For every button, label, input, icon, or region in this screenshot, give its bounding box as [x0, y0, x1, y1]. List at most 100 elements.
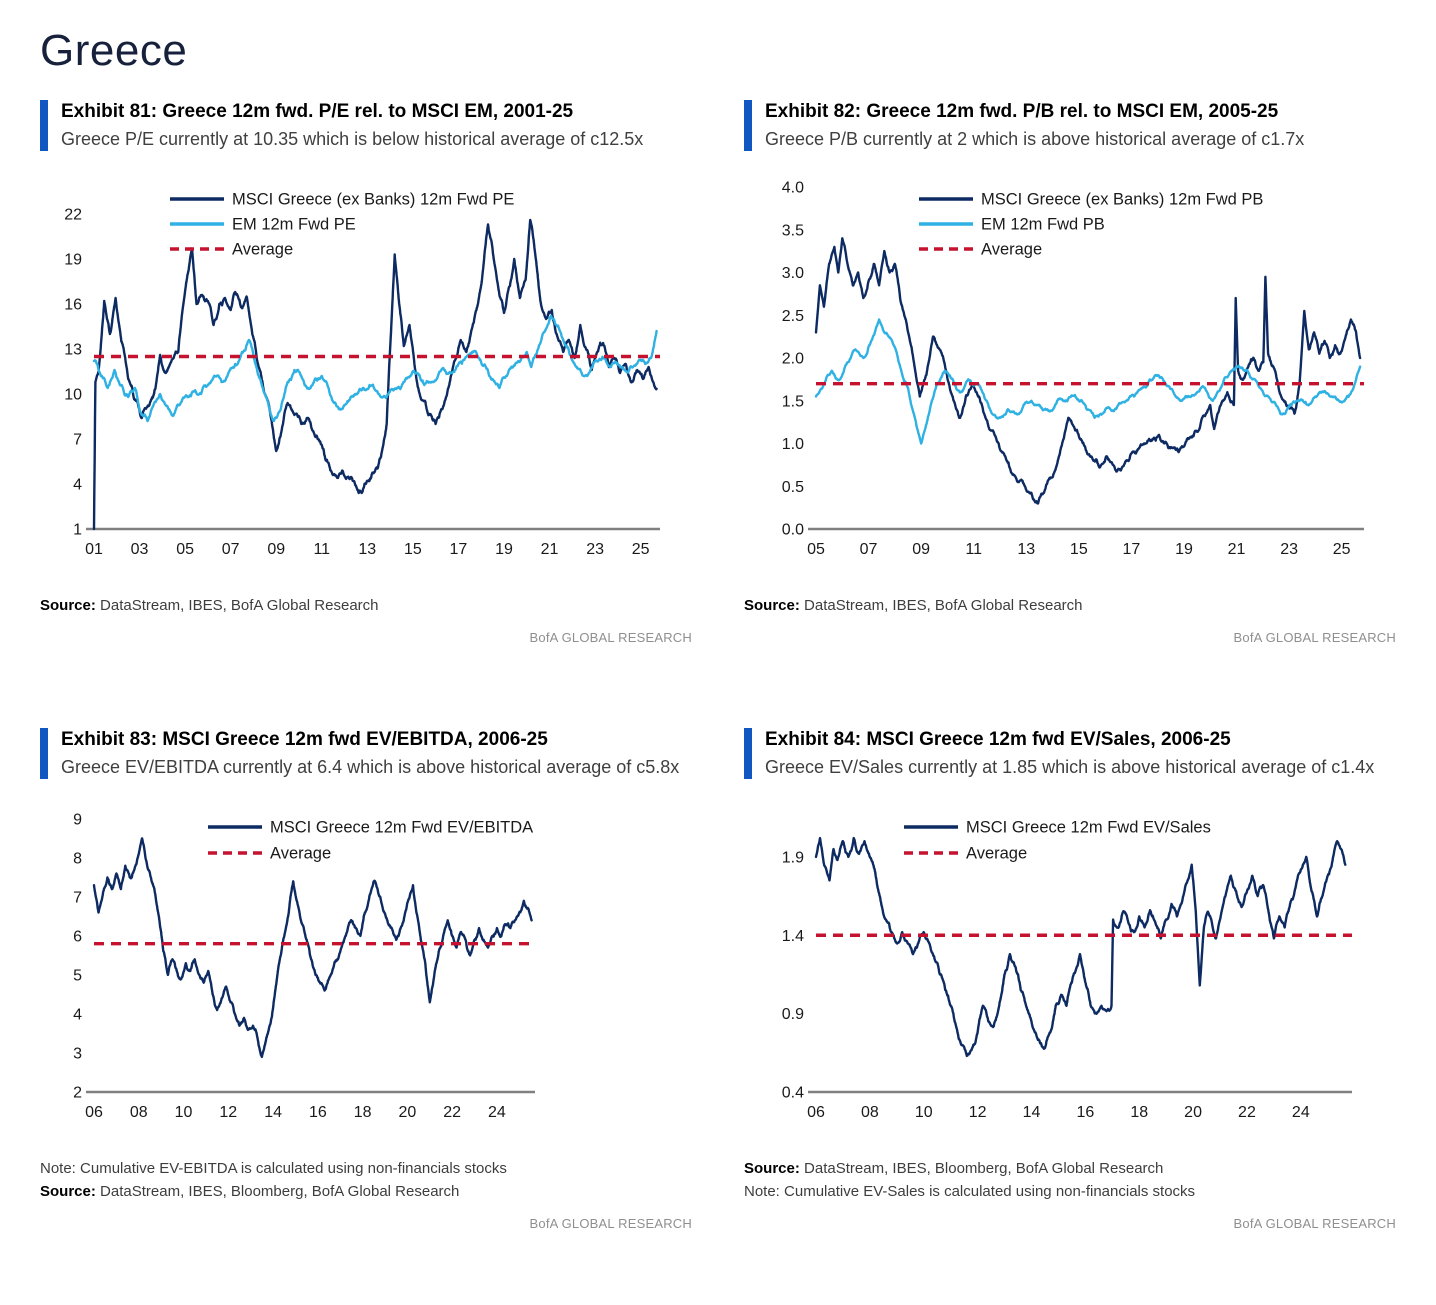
exhibit-84-card: Exhibit 84: MSCI Greece 12m fwd EV/Sales…	[744, 728, 1396, 1244]
svg-text:05: 05	[807, 541, 825, 558]
svg-text:21: 21	[1228, 541, 1246, 558]
exhibit-title: Exhibit 84: MSCI Greece 12m fwd EV/Sales…	[765, 729, 1231, 751]
exhibit-83-card: Exhibit 83: MSCI Greece 12m fwd EV/EBITD…	[40, 728, 692, 1244]
source-text: DataStream, IBES, Bloomberg, BofA Global…	[100, 1183, 460, 1201]
report-page: Greece Exhibit 81: Greece 12m fwd. P/E r…	[40, 26, 1398, 1244]
svg-text:12: 12	[969, 1104, 987, 1121]
exhibit-81-card: Exhibit 81: Greece 12m fwd. P/E rel. to …	[40, 100, 692, 658]
exhibit-82-header: Exhibit 82: Greece 12m fwd. P/B rel. to …	[744, 100, 1396, 152]
svg-text:Average: Average	[981, 241, 1042, 259]
ev-ebitda-chart: 2 3 4 5 6 7 8 9 06 08 10 12 14 16 18 20 22 24 MSCI Greece …	[73, 812, 535, 1121]
pe-chart-container: 1 4 7 10 13 16 19 22 01 03 05 07 09 11 13 15 17 19 21 23 25 M…	[40, 177, 692, 577]
svg-text:15: 15	[1070, 541, 1088, 558]
source-line: Source: DataStream, IBES, BofA Global Re…	[744, 597, 1396, 614]
svg-text:8: 8	[73, 851, 82, 868]
ev-ebitda-chart-container: 2 3 4 5 6 7 8 9 06 08 10 12 14 16 18 20 22 24 MSCI Greece …	[40, 805, 692, 1140]
svg-text:13: 13	[358, 541, 376, 558]
svg-text:MSCI Greece 12m Fwd EV/Sales: MSCI Greece 12m Fwd EV/Sales	[966, 819, 1211, 837]
svg-text:15: 15	[404, 541, 422, 558]
source-text: DataStream, IBES, BofA Global Research	[100, 597, 379, 615]
svg-text:08: 08	[130, 1104, 148, 1121]
svg-text:7: 7	[73, 432, 82, 449]
svg-text:6: 6	[73, 929, 82, 946]
svg-text:2: 2	[73, 1085, 82, 1102]
svg-text:14: 14	[264, 1104, 282, 1121]
svg-text:7: 7	[73, 890, 82, 907]
note-line: Note: Cumulative EV-EBITDA is calculated…	[40, 1160, 507, 1178]
svg-text:20: 20	[399, 1104, 417, 1121]
page-title: Greece	[40, 26, 188, 75]
exhibit-84-footer: Source: DataStream, IBES, Bloomberg, Bof…	[744, 1160, 1396, 1231]
exhibit-title: Exhibit 82: Greece 12m fwd. P/B rel. to …	[765, 101, 1279, 122]
svg-text:10: 10	[175, 1104, 193, 1121]
source-line: Source: DataStream, IBES, Bloomberg, Bof…	[744, 1160, 1396, 1177]
svg-text:4: 4	[73, 1007, 82, 1024]
svg-text:EM 12m Fwd PB: EM 12m Fwd PB	[981, 216, 1105, 234]
svg-text:08: 08	[861, 1104, 879, 1121]
source-text: DataStream, IBES, BofA Global Research	[804, 597, 1083, 615]
exhibit-title: Exhibit 81: Greece 12m fwd. P/E rel. to …	[61, 101, 574, 122]
svg-text:10: 10	[64, 387, 82, 404]
svg-text:10: 10	[915, 1104, 933, 1121]
svg-text:3.0: 3.0	[782, 265, 804, 282]
exhibit-81-footer: Source: DataStream, IBES, BofA Global Re…	[40, 597, 692, 645]
svg-text:22: 22	[1238, 1104, 1256, 1121]
brand-line: BofA GLOBAL RESEARCH	[529, 1216, 692, 1232]
svg-text:1.9: 1.9	[782, 850, 804, 867]
svg-text:25: 25	[632, 541, 650, 558]
svg-text:MSCI Greece (ex Banks) 12m Fwd: MSCI Greece (ex Banks) 12m Fwd PE	[232, 191, 514, 209]
exhibit-84-header: Exhibit 84: MSCI Greece 12m fwd EV/Sales…	[744, 728, 1396, 780]
svg-text:11: 11	[965, 541, 982, 558]
ev-sales-chart-container: 0.4 0.9 1.4 1.9 06 08 10 12 14 16 18 20 22 24 MSCI Gre…	[744, 805, 1396, 1140]
svg-text:Average: Average	[270, 845, 331, 863]
svg-text:03: 03	[131, 541, 149, 558]
source-label: Source:	[40, 1183, 96, 1201]
svg-text:17: 17	[1122, 541, 1140, 558]
svg-text:Average: Average	[232, 241, 293, 259]
svg-text:2.5: 2.5	[782, 308, 804, 325]
svg-text:19: 19	[64, 252, 82, 269]
svg-text:19: 19	[495, 541, 513, 558]
svg-text:0.0: 0.0	[782, 522, 804, 539]
svg-text:14: 14	[1023, 1104, 1041, 1121]
exhibit-83-footer: Note: Cumulative EV-EBITDA is calculated…	[40, 1160, 692, 1231]
exhibit-subtitle: Greece EV/EBITDA currently at 6.4 which …	[61, 756, 680, 777]
svg-text:25: 25	[1333, 541, 1351, 558]
svg-text:1.4: 1.4	[782, 928, 804, 945]
svg-text:MSCI Greece 12m Fwd EV/EBITDA: MSCI Greece 12m Fwd EV/EBITDA	[270, 819, 533, 837]
svg-text:5: 5	[73, 968, 82, 985]
pb-chart-container: 0.0 0.5 1.0 1.5 2.0 2.5 3.0 3.5 4.0 05 07 09 11 13 15 1…	[744, 177, 1396, 577]
svg-text:16: 16	[64, 297, 82, 314]
svg-text:13: 13	[1017, 541, 1035, 558]
source-line: Source: DataStream, IBES, BofA Global Re…	[40, 597, 692, 614]
svg-text:16: 16	[309, 1104, 327, 1121]
svg-text:01: 01	[85, 541, 103, 558]
svg-text:16: 16	[1076, 1104, 1094, 1121]
svg-text:06: 06	[85, 1104, 103, 1121]
exhibit-grid: Exhibit 81: Greece 12m fwd. P/E rel. to …	[40, 100, 1398, 1244]
svg-text:23: 23	[586, 541, 604, 558]
brand-line: BofA GLOBAL RESEARCH	[1233, 630, 1396, 646]
pb-relative-chart: 0.0 0.5 1.0 1.5 2.0 2.5 3.0 3.5 4.0 05 07 09 11 13 15 1…	[782, 180, 1364, 558]
svg-text:0.4: 0.4	[782, 1085, 804, 1102]
svg-text:17: 17	[450, 541, 468, 558]
exhibit-subtitle: Greece EV/Sales currently at 1.85 which …	[765, 756, 1375, 777]
svg-text:1.0: 1.0	[782, 436, 804, 453]
exhibit-subtitle: Greece P/B currently at 2 which is above…	[765, 128, 1305, 149]
pe-relative-chart: 1 4 7 10 13 16 19 22 01 03 05 07 09 11 13 15 17 19 21 23 25 M…	[64, 191, 660, 558]
source-label: Source:	[744, 1160, 800, 1178]
svg-text:22: 22	[64, 207, 82, 224]
svg-text:06: 06	[807, 1104, 825, 1121]
svg-text:MSCI Greece (ex Banks) 12m Fwd: MSCI Greece (ex Banks) 12m Fwd PB	[981, 191, 1263, 209]
brand-line: BofA GLOBAL RESEARCH	[1233, 1216, 1396, 1232]
ev-sales-chart: 0.4 0.9 1.4 1.9 06 08 10 12 14 16 18 20 22 24 MSCI Gre…	[782, 819, 1352, 1121]
svg-text:4: 4	[73, 477, 82, 494]
svg-text:4.0: 4.0	[782, 180, 804, 197]
svg-text:0.9: 0.9	[782, 1006, 804, 1023]
svg-text:9: 9	[73, 812, 82, 829]
source-line: Source: DataStream, IBES, Bloomberg, Bof…	[40, 1183, 692, 1200]
svg-text:13: 13	[64, 342, 82, 359]
svg-text:24: 24	[1292, 1104, 1310, 1121]
svg-text:1: 1	[73, 522, 82, 539]
exhibit-83-header: Exhibit 83: MSCI Greece 12m fwd EV/EBITD…	[40, 728, 692, 780]
